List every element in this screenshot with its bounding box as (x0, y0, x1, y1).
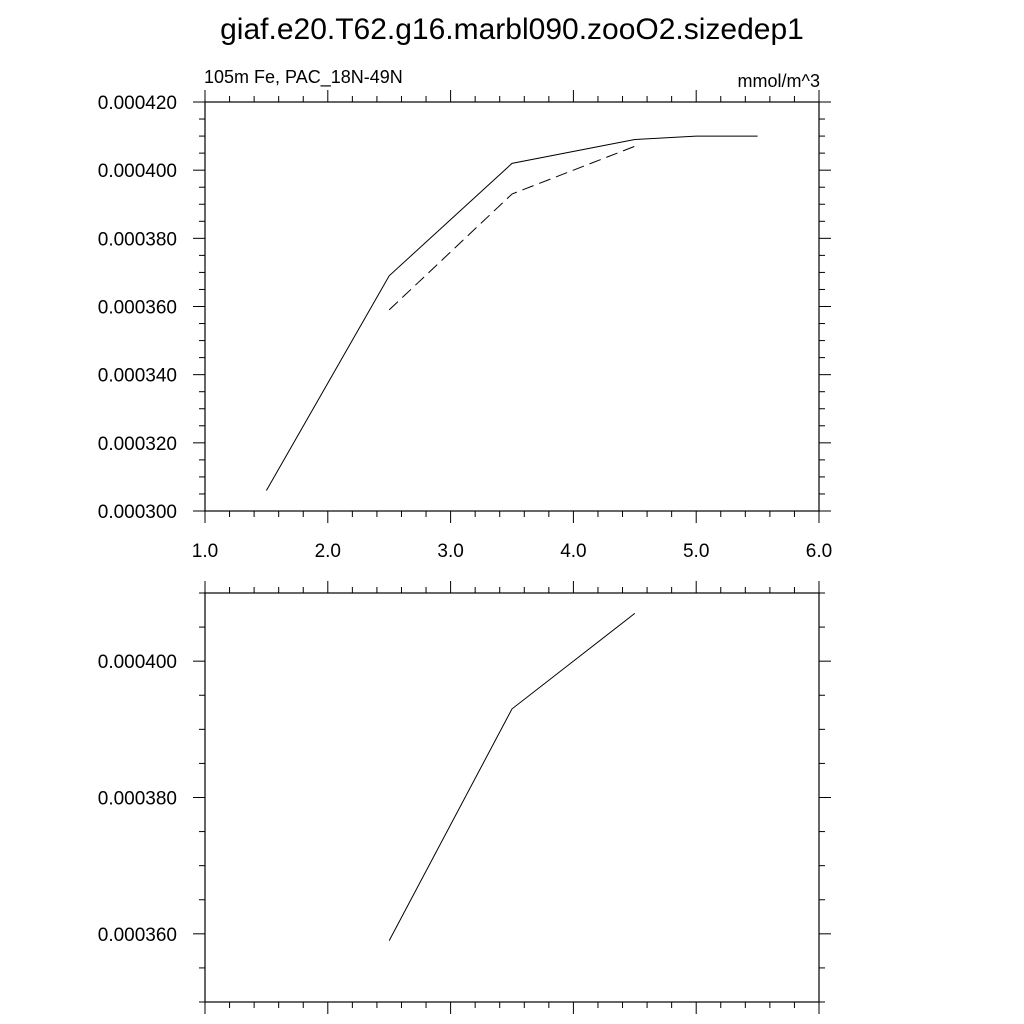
bottom-series-0-line (388, 613, 636, 941)
top-y-tick-label: 0.000360 (98, 298, 177, 319)
top-series-1-line (388, 145, 635, 311)
bottom-line-chart: 0.000360 0.000380 0.000400 (98, 581, 831, 1014)
top-y-axis-labels: 0.000300 0.000320 0.000340 0.000360 0.000380… (98, 93, 177, 523)
top-series-0-line (265, 135, 758, 491)
top-y-tick-label: 0.000340 (98, 366, 177, 387)
bottom-y-tick-label: 0.000400 (98, 652, 177, 673)
bottom-y-tick-label: 0.000380 (98, 789, 177, 810)
top-chart-subtitle-left: 105m Fe, PAC_18N-49N (204, 67, 403, 88)
bottom-y-tick-label: 0.000360 (98, 925, 177, 946)
top-x-tick-label: 5.0 (683, 541, 709, 562)
top-y-tick-label: 0.000300 (98, 502, 177, 523)
top-y-tick-label: 0.000380 (98, 229, 177, 250)
top-x-tick-label: 2.0 (315, 541, 341, 562)
top-x-tick-label: 6.0 (806, 541, 832, 562)
top-y-tick-label: 0.000320 (98, 434, 177, 455)
top-x-tick-label: 4.0 (560, 541, 586, 562)
bottom-y-axis-labels: 0.000360 0.000380 0.000400 (98, 652, 177, 946)
top-x-tick-label: 3.0 (437, 541, 463, 562)
bottom-axis-ticks (193, 581, 831, 1014)
top-y-tick-label: 0.000400 (98, 161, 177, 182)
top-x-axis-labels: 1.0 2.0 3.0 4.0 5.0 6.0 (192, 541, 832, 562)
bottom-plot-frame (204, 592, 820, 1003)
top-y-tick-label: 0.000420 (98, 93, 177, 114)
top-line-chart: 105m Fe, PAC_18N-49N mmol/m^3 0.0003000.… (98, 67, 832, 562)
bottom-chart-series (388, 613, 636, 941)
top-x-tick-label: 1.0 (192, 541, 218, 562)
figure-title: giaf.e20.T62.g16.marbl090.zooO2.sizedep1 (220, 13, 804, 46)
top-chart-units-label: mmol/m^3 (738, 71, 820, 91)
top-chart-series (265, 135, 758, 491)
top-axis-ticks (193, 90, 831, 523)
